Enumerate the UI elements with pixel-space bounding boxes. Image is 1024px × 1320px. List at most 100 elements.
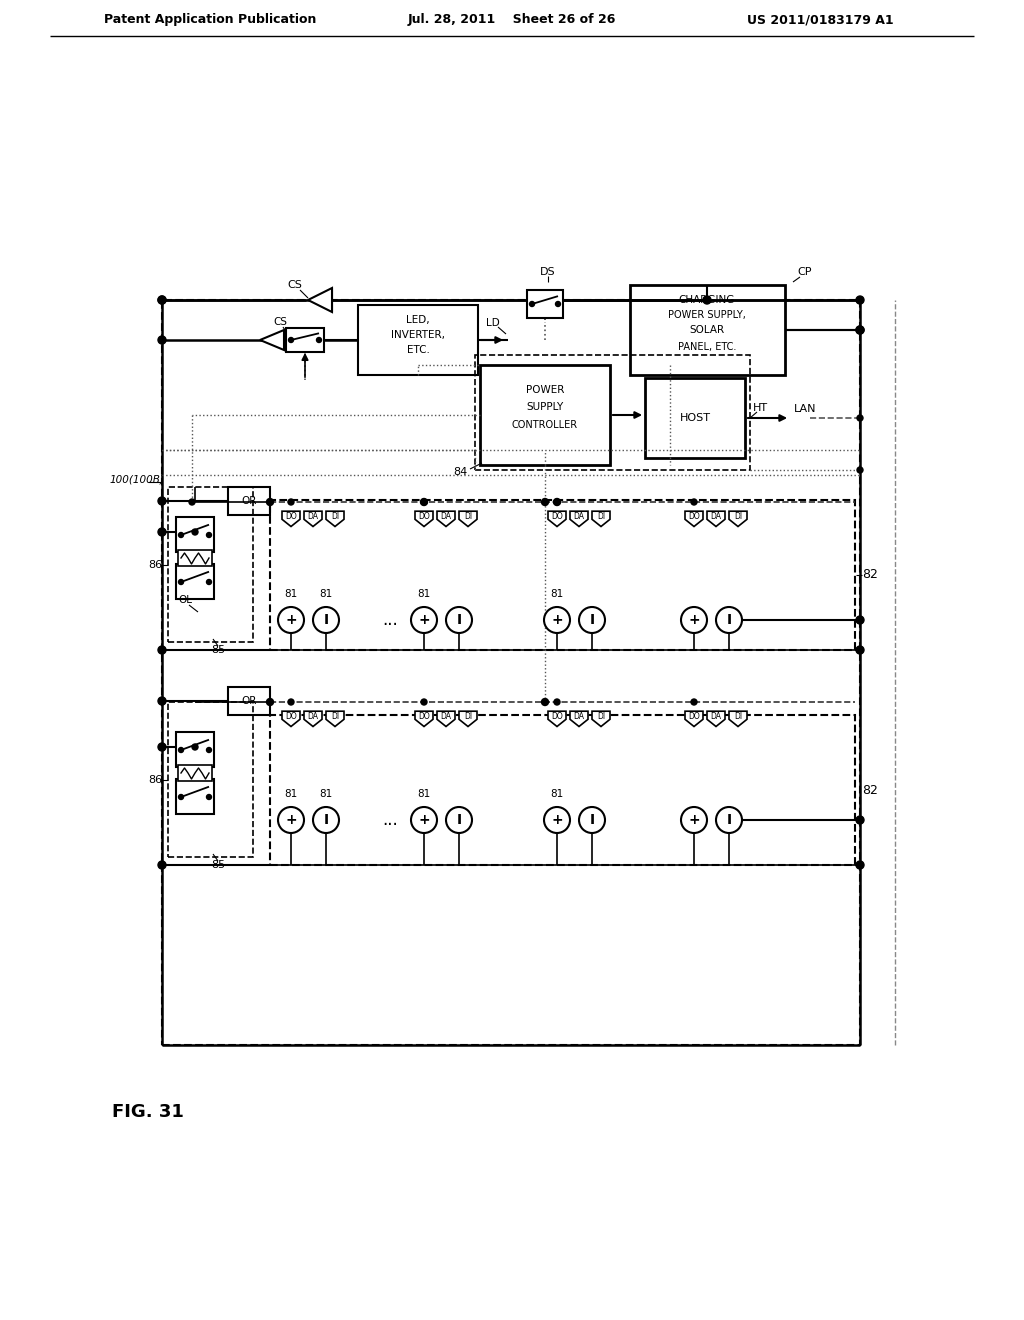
Polygon shape [592, 511, 610, 527]
Circle shape [555, 301, 560, 306]
Circle shape [313, 807, 339, 833]
Circle shape [158, 528, 166, 536]
Circle shape [278, 807, 304, 833]
Text: DA: DA [440, 512, 452, 520]
Bar [176, 564, 214, 599]
Text: 85: 85 [211, 861, 225, 870]
Text: DO: DO [418, 512, 430, 520]
Circle shape [446, 607, 472, 634]
Text: DI: DI [597, 711, 605, 721]
Text: 81: 81 [285, 589, 298, 599]
Circle shape [178, 532, 183, 537]
Bar [168, 702, 253, 857]
Text: DI: DI [464, 512, 472, 520]
Bar [270, 500, 855, 649]
Polygon shape [685, 511, 703, 527]
Circle shape [178, 747, 183, 752]
Polygon shape [326, 511, 344, 527]
Text: 81: 81 [319, 589, 333, 599]
Text: LD: LD [486, 318, 500, 327]
Text: SOLAR: SOLAR [689, 325, 725, 335]
Bar [645, 378, 745, 458]
Polygon shape [282, 511, 300, 527]
Bar [527, 290, 563, 318]
Circle shape [207, 532, 212, 537]
Text: DA: DA [711, 711, 722, 721]
Bar [358, 305, 478, 375]
Circle shape [158, 861, 166, 869]
Circle shape [278, 607, 304, 634]
Text: DA: DA [711, 512, 722, 520]
Circle shape [716, 807, 742, 833]
Text: DA: DA [440, 711, 452, 721]
Circle shape [158, 697, 166, 705]
Text: DO: DO [551, 512, 563, 520]
Circle shape [421, 499, 427, 506]
Circle shape [158, 296, 166, 304]
Text: CS: CS [273, 317, 287, 327]
Text: +: + [286, 813, 297, 828]
Bar [630, 285, 785, 375]
Polygon shape [729, 711, 746, 726]
Circle shape [289, 338, 294, 342]
Text: POWER: POWER [525, 385, 564, 395]
Text: DO: DO [551, 711, 563, 721]
Bar [228, 686, 270, 715]
Text: +: + [688, 612, 699, 627]
Circle shape [288, 700, 294, 705]
Polygon shape [707, 711, 725, 726]
Text: Patent Application Publication: Patent Application Publication [103, 13, 316, 26]
Bar [162, 300, 860, 1045]
Bar [176, 733, 214, 767]
Bar [480, 366, 610, 465]
Text: I: I [324, 813, 329, 828]
Polygon shape [304, 711, 322, 726]
Circle shape [158, 743, 166, 751]
Text: FIG. 31: FIG. 31 [112, 1104, 184, 1121]
Text: +: + [551, 612, 563, 627]
Polygon shape [685, 711, 703, 726]
Circle shape [266, 698, 273, 705]
Text: +: + [551, 813, 563, 828]
Circle shape [857, 414, 863, 421]
Circle shape [193, 744, 198, 750]
Text: 86: 86 [147, 775, 162, 785]
Polygon shape [304, 511, 322, 527]
Text: 81: 81 [418, 589, 431, 599]
Text: DA: DA [307, 711, 318, 721]
Text: 81: 81 [319, 789, 333, 799]
Text: +: + [418, 612, 430, 627]
Circle shape [691, 700, 697, 705]
Bar [270, 715, 855, 865]
Circle shape [411, 807, 437, 833]
Bar [286, 327, 324, 352]
Polygon shape [459, 511, 477, 527]
Polygon shape [548, 511, 566, 527]
Circle shape [193, 529, 198, 535]
Text: I: I [590, 813, 595, 828]
Text: POWER SUPPLY,: POWER SUPPLY, [668, 310, 745, 319]
Bar [178, 550, 212, 566]
Circle shape [207, 579, 212, 585]
Text: DI: DI [734, 512, 742, 520]
Text: 81: 81 [550, 589, 563, 599]
Circle shape [856, 326, 864, 334]
Circle shape [158, 645, 166, 653]
Circle shape [554, 499, 560, 506]
Polygon shape [548, 711, 566, 726]
Circle shape [207, 795, 212, 800]
Circle shape [856, 616, 864, 624]
Text: HT: HT [753, 403, 768, 413]
Polygon shape [308, 288, 332, 312]
Circle shape [421, 499, 427, 506]
Polygon shape [570, 711, 588, 726]
Text: DS: DS [541, 267, 556, 277]
Text: US 2011/0183179 A1: US 2011/0183179 A1 [746, 13, 893, 26]
Circle shape [542, 698, 549, 705]
Text: 84: 84 [454, 467, 468, 477]
Text: SUPPLY: SUPPLY [526, 403, 563, 412]
Circle shape [288, 499, 294, 506]
Text: Jul. 28, 2011    Sheet 26 of 26: Jul. 28, 2011 Sheet 26 of 26 [408, 13, 616, 26]
Text: +: + [418, 813, 430, 828]
Text: DA: DA [573, 512, 585, 520]
